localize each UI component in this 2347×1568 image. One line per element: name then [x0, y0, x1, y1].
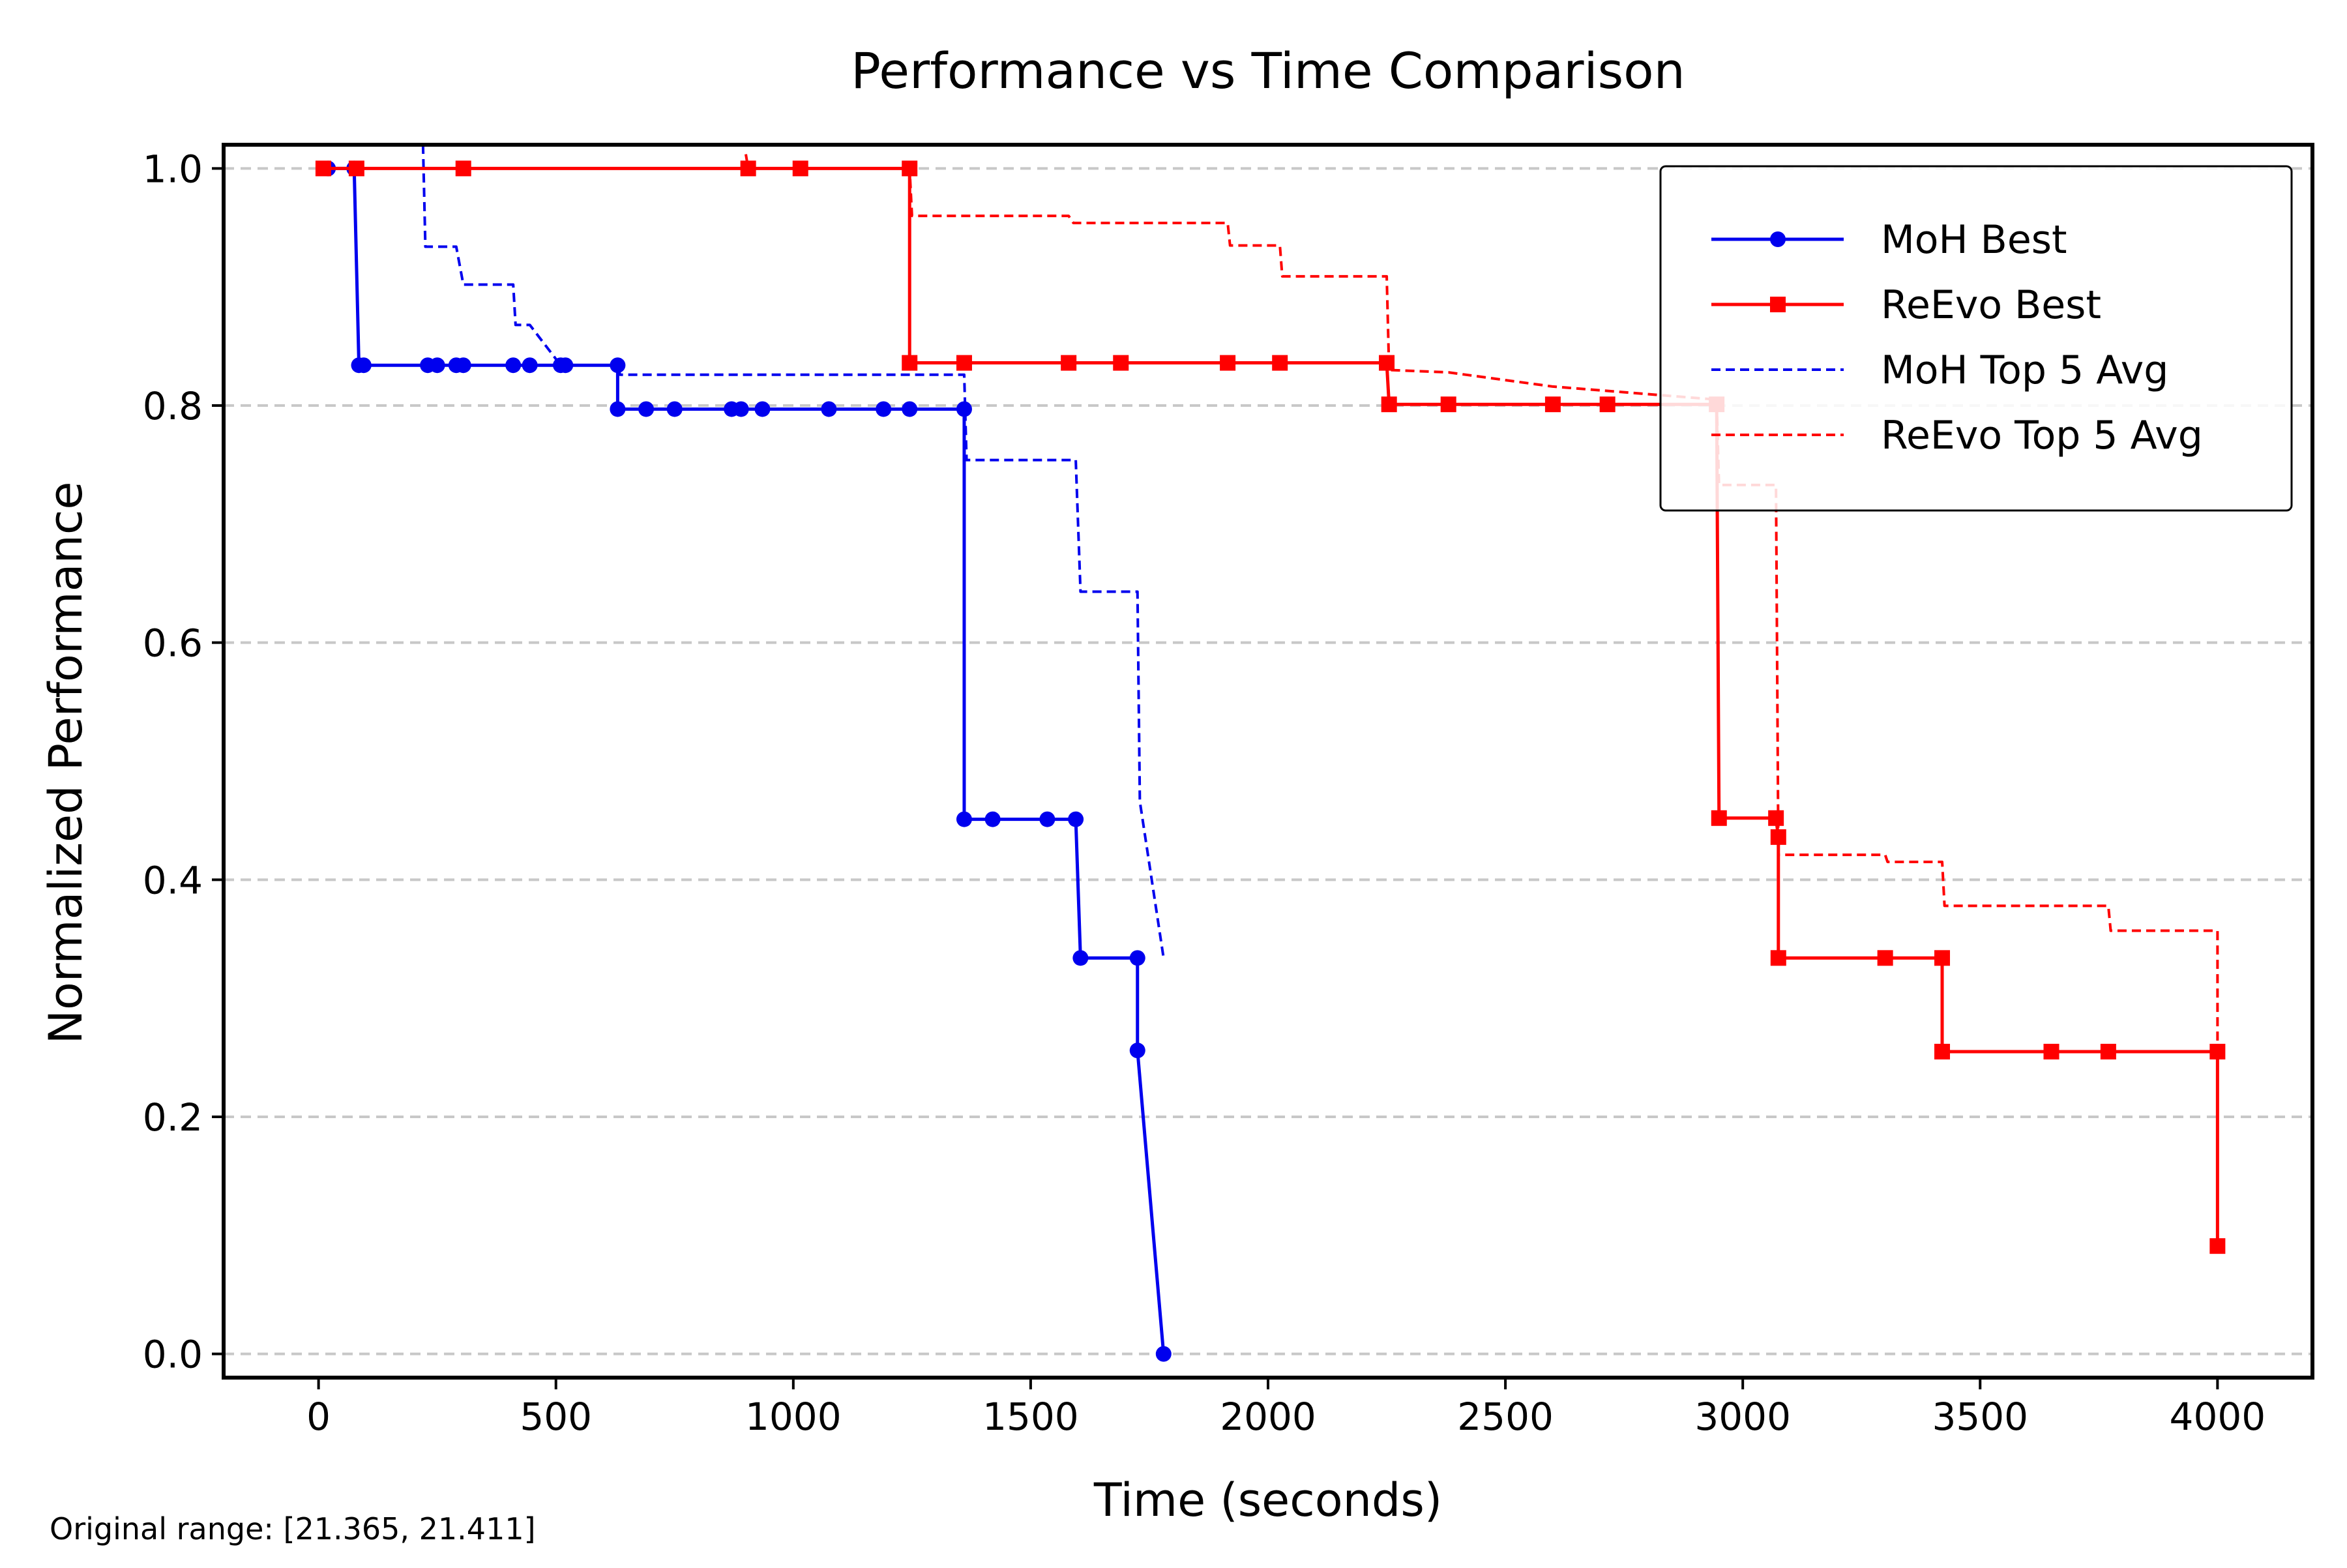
reevo-best-point	[315, 160, 331, 177]
y-axis-label: Normalized Performance	[39, 482, 93, 1044]
moh-best-point	[956, 811, 972, 827]
reevo-top-5-avg-series	[745, 154, 2219, 1046]
moh-best-point	[429, 357, 445, 374]
moh-best-point	[1072, 950, 1089, 966]
moh-best-point	[610, 401, 626, 417]
moh-best-line	[328, 166, 1166, 1354]
x-tick-label: 1000	[745, 1395, 842, 1439]
moh-best-point	[984, 811, 1001, 827]
moh-best-point	[610, 357, 626, 374]
reevo-best-point	[2043, 1043, 2059, 1059]
range-footnote: Original range: [21.365, 21.411]	[50, 1511, 536, 1546]
moh-best-point	[876, 401, 892, 417]
moh-best-point	[522, 357, 538, 374]
x-tick-label: 1500	[982, 1395, 1079, 1439]
reevo-best-point	[1877, 950, 1893, 966]
moh-best-point	[557, 357, 574, 374]
reevo-top-5-avg-line	[745, 154, 2219, 1046]
reevo-best-point	[1770, 829, 1786, 845]
moh-best-point	[733, 401, 749, 417]
reevo-best-point	[1272, 355, 1288, 371]
y-tick-label: 0.6	[143, 621, 203, 666]
moh-best-point	[902, 401, 918, 417]
y-tick-label: 0.2	[143, 1095, 203, 1140]
x-tick-label: 4000	[2170, 1395, 2266, 1439]
moh-best-point	[455, 357, 471, 374]
moh-best-point	[956, 401, 972, 417]
moh-best-point	[1039, 811, 1055, 827]
reevo-best-point	[1440, 396, 1456, 413]
moh-top-5-avg-line	[421, 145, 1165, 958]
reevo-best-point	[1544, 396, 1561, 413]
reevo-best-point	[2100, 1043, 2116, 1059]
reevo-best-point	[792, 160, 808, 177]
legend-label-reevo-best: ReEvo Best	[1881, 282, 2101, 328]
x-tick-label: 3000	[1694, 1395, 1791, 1439]
moh-best-point	[1129, 1043, 1145, 1059]
reevo-best-point	[455, 160, 471, 177]
reevo-best-point	[1113, 355, 1129, 371]
moh-best-point	[1068, 811, 1084, 827]
reevo-best-point	[2209, 1238, 2226, 1254]
y-tick-label: 0.0	[143, 1333, 203, 1377]
x-tick-label: 0	[306, 1395, 331, 1439]
reevo-best-point	[1934, 1043, 1951, 1059]
reevo-best-point	[902, 160, 918, 177]
reevo-best-point	[348, 160, 364, 177]
series-layer	[315, 145, 2226, 1362]
legend-box	[1659, 165, 2293, 512]
reevo-best-point	[1770, 950, 1786, 966]
reevo-best-point	[902, 355, 918, 371]
axis-ticks: 0 500 1000 1500 2000 2500 3000 3500 4000 0.0 0.2 0.…	[143, 147, 2266, 1439]
reevo-best-point	[1381, 396, 1397, 413]
x-tick-label: 500	[520, 1395, 592, 1439]
legend-label-moh-top-5-avg: MoH Top 5 Avg	[1881, 348, 2168, 393]
y-tick-label: 1.0	[143, 147, 203, 191]
reevo-best-point	[1599, 396, 1616, 413]
moh-best-point	[821, 401, 837, 417]
moh-best-point	[666, 401, 683, 417]
x-tick-label: 2500	[1457, 1395, 1554, 1439]
y-tick-label: 0.8	[143, 384, 203, 428]
reevo-best-point	[1711, 810, 1727, 826]
legend: MoH Best ReEvo Best MoH Top 5 Avg ReEvo Top…	[1659, 165, 2293, 512]
reevo-best-point	[1934, 950, 1951, 966]
moh-best-point	[1129, 950, 1145, 966]
moh-best-series	[320, 160, 1172, 1362]
reevo-best-point	[1768, 810, 1784, 826]
y-tick-label: 0.4	[143, 858, 203, 902]
chart-title: Performance vs Time Comparison	[851, 42, 1685, 100]
x-tick-label: 3500	[1932, 1395, 2028, 1439]
reevo-best-point	[956, 355, 972, 371]
reevo-best-point	[740, 160, 756, 177]
x-axis-label: Time (seconds)	[1093, 1473, 1442, 1527]
legend-marker-moh-best	[1770, 231, 1786, 247]
legend-label-reevo-top-5-avg: ReEvo Top 5 Avg	[1881, 413, 2203, 458]
reevo-best-point	[1379, 355, 1395, 371]
moh-best-point	[638, 401, 655, 417]
moh-best-point	[505, 357, 522, 374]
moh-top-5-avg-series	[421, 145, 1165, 958]
moh-best-point	[754, 401, 771, 417]
reevo-best-point	[1061, 355, 1077, 371]
x-tick-label: 2000	[1220, 1395, 1316, 1439]
legend-label-moh-best: MoH Best	[1881, 217, 2067, 263]
moh-best-point	[355, 357, 372, 374]
reevo-best-point	[2209, 1043, 2226, 1059]
reevo-best-point	[1220, 355, 1236, 371]
reevo-best-series	[315, 160, 2226, 1254]
legend-marker-reevo-best	[1770, 297, 1786, 312]
moh-best-point	[1155, 1346, 1172, 1362]
